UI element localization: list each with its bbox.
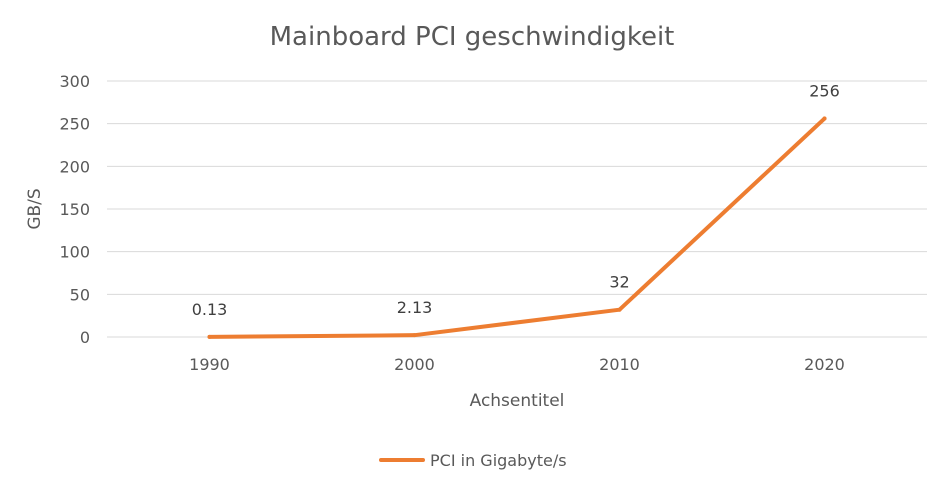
data-labels: 0.13 2.13 32 256 <box>192 82 840 319</box>
y-axis-label: GB/S <box>25 188 45 229</box>
x-axis-label: Achsentitel <box>470 391 565 411</box>
x-tick-label: 2020 <box>804 355 845 374</box>
y-tick-label: 250 <box>59 115 90 134</box>
x-tick-label: 2010 <box>599 355 640 374</box>
data-label: 32 <box>609 273 629 292</box>
y-tick-label: 0 <box>80 328 90 347</box>
series-line <box>207 116 827 339</box>
x-axis-ticks: 1990 2000 2010 2020 <box>189 355 845 374</box>
y-tick-label: 100 <box>59 243 90 262</box>
y-axis-ticks: 0 50 100 150 200 250 300 <box>59 72 90 347</box>
data-point <box>822 116 827 121</box>
chart-title: Mainboard PCI geschwindigkeit <box>270 22 675 52</box>
data-point <box>617 307 622 312</box>
data-label: 256 <box>809 82 840 101</box>
x-tick-label: 2000 <box>394 355 435 374</box>
data-point <box>412 333 417 338</box>
y-tick-label: 200 <box>59 157 90 176</box>
gridlines <box>107 80 927 338</box>
y-tick-label: 150 <box>59 200 90 219</box>
x-tick-label: 1990 <box>189 355 230 374</box>
data-point <box>207 334 212 339</box>
y-tick-label: 300 <box>59 72 90 91</box>
legend-label: PCI in Gigabyte/s <box>430 451 567 470</box>
series-group <box>207 116 827 339</box>
data-label: 2.13 <box>397 298 433 317</box>
legend: PCI in Gigabyte/s <box>379 451 567 470</box>
y-tick-label: 50 <box>70 285 90 304</box>
data-label: 0.13 <box>192 300 228 319</box>
